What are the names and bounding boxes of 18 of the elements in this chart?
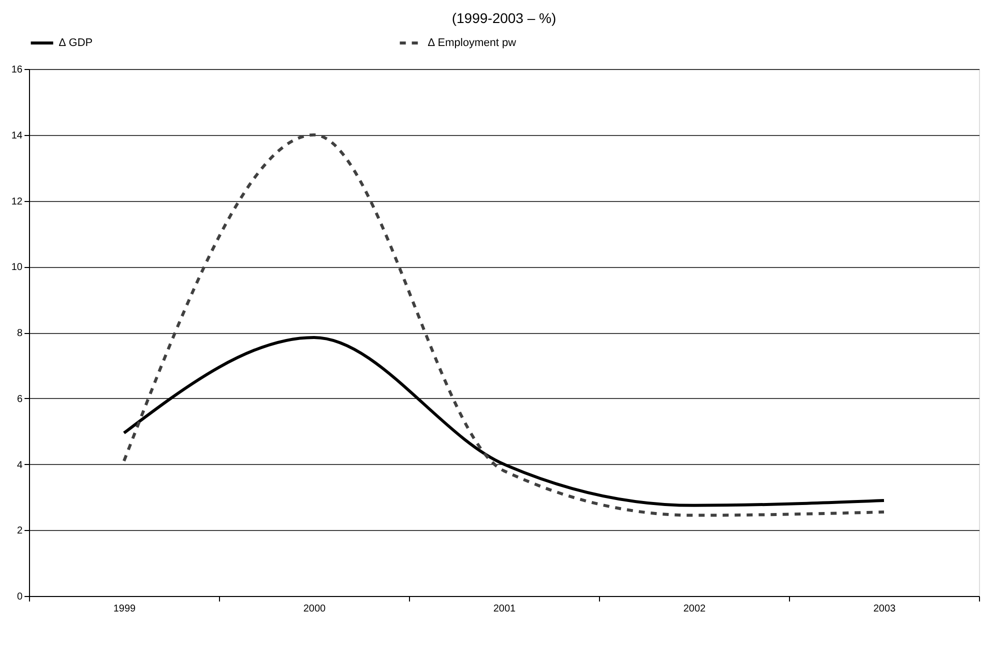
y-tick-label: 4 xyxy=(16,460,23,471)
x-tick-label: 2002 xyxy=(683,604,706,614)
legend-label: ∆ Employment pw xyxy=(428,37,516,49)
y-tick-label: 6 xyxy=(16,394,23,405)
chart-title: (1999-2003 – %) xyxy=(452,10,556,26)
line-series xyxy=(122,133,886,517)
y-tick-label: 14 xyxy=(11,130,23,142)
y-tick-label: 8 xyxy=(16,328,23,339)
x-tick-label: 1999 xyxy=(113,604,136,614)
x-tick-label: 2000 xyxy=(303,604,326,614)
legend-label: ∆ GDP xyxy=(59,37,93,49)
y-tick-label: 10 xyxy=(11,262,23,274)
y-tick-label: 2 xyxy=(16,526,23,537)
x-tick-label: 2003 xyxy=(873,604,896,614)
y-tick-label: 16 xyxy=(11,64,23,76)
y-tick-label: 12 xyxy=(11,196,23,208)
y-tick-label: 0 xyxy=(16,592,23,602)
x-tick-label: 2001 xyxy=(493,604,516,614)
